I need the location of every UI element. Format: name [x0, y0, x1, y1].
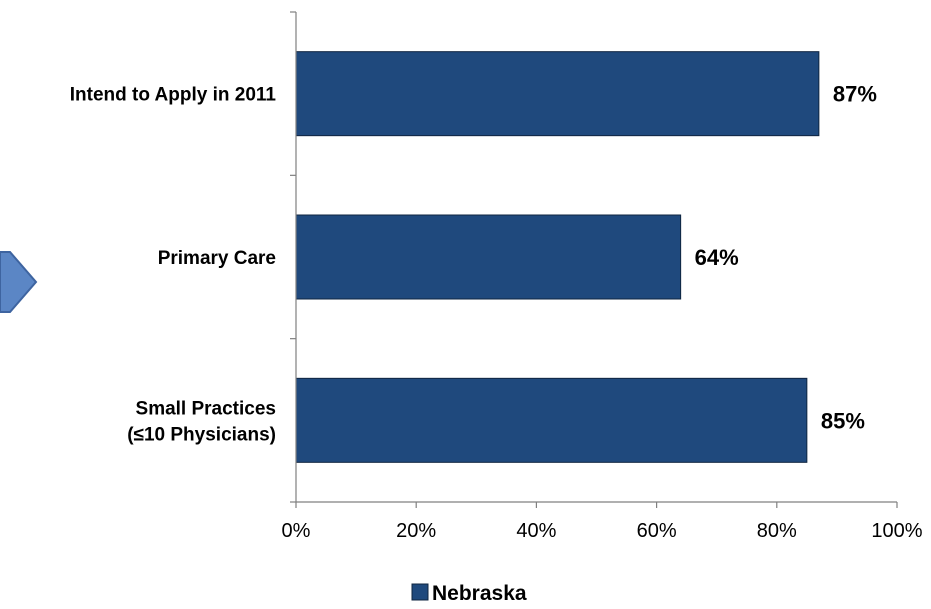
bar-1: [295, 214, 682, 300]
legend: Nebraska: [411, 582, 527, 605]
x-tick-label-3: 60%: [637, 520, 677, 542]
x-tick-label-2: 40%: [516, 520, 556, 542]
bars-layer: [295, 51, 820, 463]
category-label-line: Intend to Apply in 2011: [70, 85, 277, 106]
data-label-2: 85%: [821, 408, 865, 433]
x-tick-label-4: 80%: [757, 520, 797, 542]
x-tick-label-0: 0%: [282, 520, 311, 542]
category-label-0: Intend to Apply in 2011: [70, 85, 277, 106]
category-label-2: Small Practices (≤10 Physicians): [127, 398, 276, 445]
category-label-1: Primary Care: [158, 248, 276, 269]
x-tick-label-5: 100%: [871, 520, 922, 542]
chevron-arrow-icon: [0, 251, 38, 313]
category-label-line: Primary Care: [158, 248, 276, 269]
bar-0: [295, 51, 820, 137]
category-label-line: Small Practices: [136, 398, 276, 419]
category-label-line: (≤10 Physicians): [127, 424, 276, 445]
x-tick-label-1: 20%: [396, 520, 436, 542]
legend-swatch: [411, 583, 429, 601]
data-label-0: 87%: [833, 82, 877, 107]
labels-layer: 87% Intend to Apply in 2011 64% Primary Car…: [70, 82, 877, 446]
legend-label: Nebraska: [432, 582, 527, 604]
bar-2: [295, 377, 808, 463]
data-label-1: 64%: [695, 245, 739, 270]
axis-layer: 0% 20% 40% 60% 80% 100%: [282, 11, 923, 542]
